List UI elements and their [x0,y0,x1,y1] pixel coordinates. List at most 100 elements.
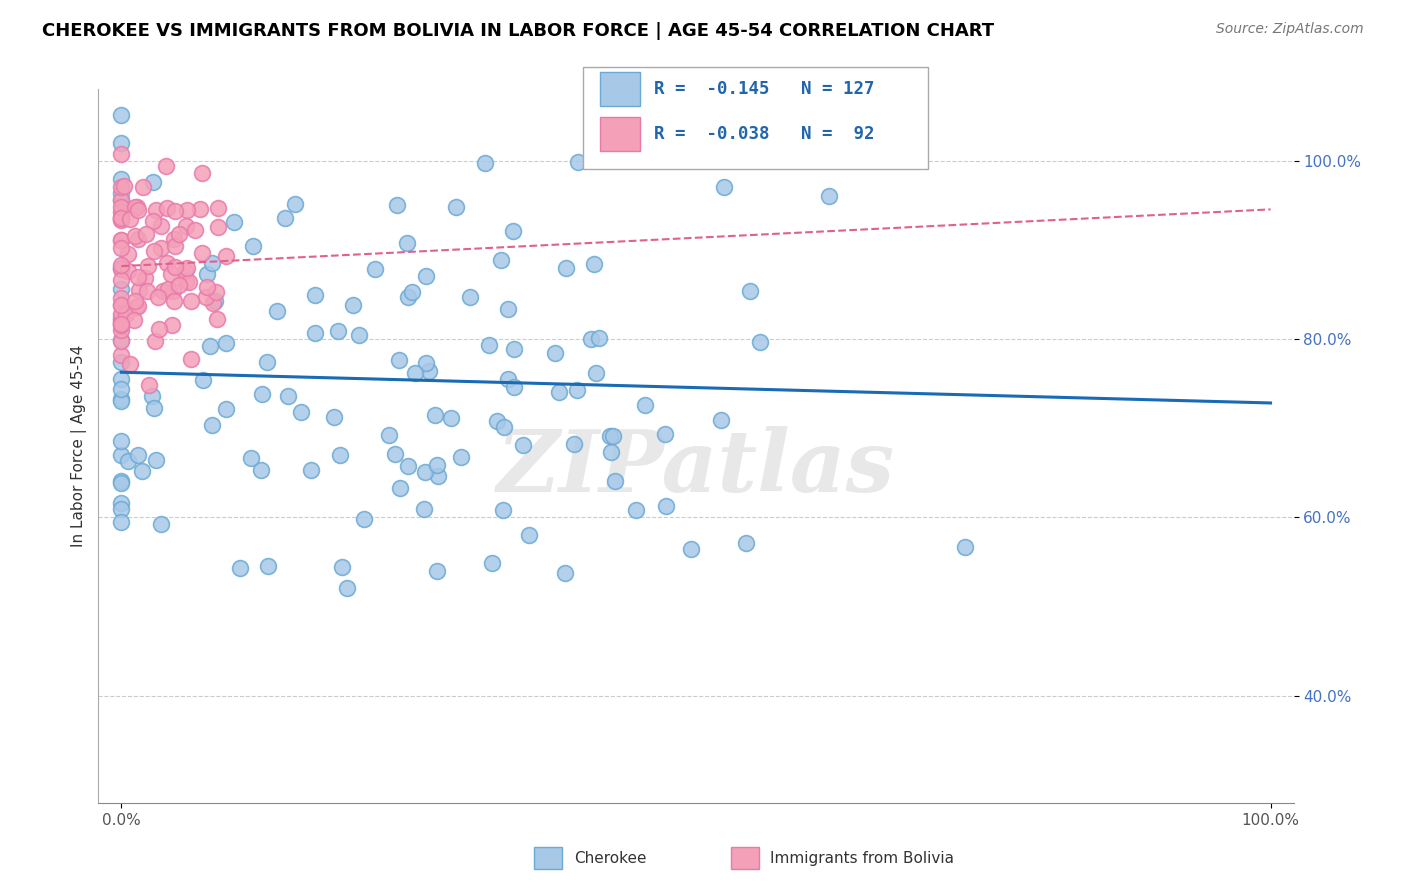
Point [110,108,132,122]
Point [713,180,735,194]
Point [117,453,139,467]
Point [489,253,512,268]
Point [654,426,676,441]
Point [735,535,758,549]
Point [163,232,186,246]
Point [127,448,149,462]
Point [138,259,160,273]
Point [458,290,481,304]
Point [134,271,156,285]
Point [418,364,440,378]
Point [502,224,524,238]
Point [194,290,217,304]
Point [110,172,132,186]
Point [190,246,212,260]
Point [176,260,198,275]
Point [215,336,238,351]
Point [110,382,132,396]
Point [330,559,353,574]
Point [290,405,312,419]
Point [128,283,150,297]
Point [135,227,157,241]
Point [150,219,173,234]
Point [250,387,273,401]
Point [127,232,149,246]
Point [336,581,359,595]
Point [204,294,226,309]
Point [163,293,186,308]
Point [110,502,132,516]
Point [855,100,877,114]
Point [138,377,160,392]
Point [110,434,132,449]
Text: ZIPatlas: ZIPatlas [496,425,896,509]
Point [169,227,191,241]
Point [180,351,202,366]
Point [624,503,647,517]
Point [396,458,419,473]
Point [124,293,146,308]
Point [191,373,214,387]
Text: Cherokee: Cherokee [574,851,647,865]
Point [200,339,222,353]
Point [388,353,411,368]
Point [567,384,589,398]
Point [415,356,437,370]
Point [266,303,288,318]
Point [634,398,657,412]
Point [512,438,534,452]
Point [124,200,146,214]
Point [117,264,139,278]
Point [450,450,472,465]
Point [503,379,526,393]
Point [385,198,408,212]
Point [250,463,273,477]
Point [110,448,132,462]
Point [207,201,229,215]
Point [146,290,169,304]
Point [201,417,224,432]
Point [242,239,264,253]
Point [142,175,165,189]
Point [474,156,496,170]
Point [190,166,212,180]
Point [415,268,437,283]
Point [396,290,419,304]
Point [222,215,245,229]
Point [444,200,467,214]
Point [177,275,200,289]
Point [110,323,132,337]
Point [110,233,132,247]
Point [110,258,132,272]
Point [274,211,297,225]
Point [167,278,190,293]
Point [326,324,349,338]
Point [131,180,153,194]
Point [257,558,280,573]
Point [304,288,326,302]
Point [347,327,370,342]
Point [710,413,733,427]
Text: Immigrants from Bolivia: Immigrants from Bolivia [770,851,955,865]
Point [110,310,132,325]
Point [478,337,501,351]
Point [239,450,262,465]
Point [145,334,167,348]
Point [110,392,132,407]
Point [364,262,387,277]
Point [519,528,541,542]
Point [110,298,132,312]
Point [329,448,352,462]
Point [562,437,585,451]
Point [110,180,132,194]
Point [127,203,149,218]
Point [120,357,142,371]
Point [110,317,132,331]
Point [141,389,163,403]
Point [120,212,142,227]
Point [195,280,218,294]
Point [440,411,463,425]
Point [155,159,177,173]
Point [299,463,322,477]
Point [353,512,375,526]
